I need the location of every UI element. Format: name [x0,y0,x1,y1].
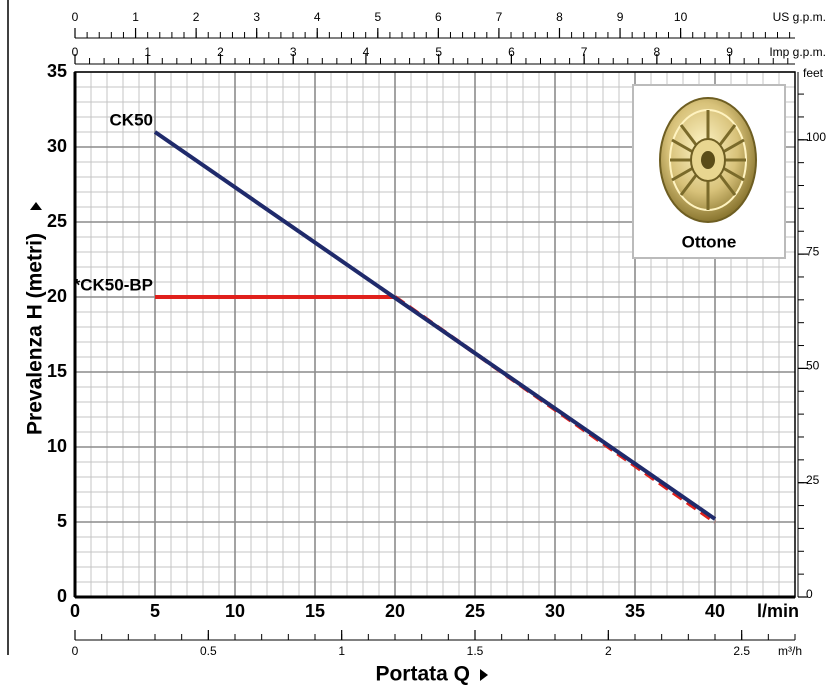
x-tick-label: 35 [625,601,645,621]
secondary-tick-label: 4 [363,45,370,59]
secondary-tick-label: 50 [806,359,820,373]
x-tick-label: 5 [150,601,160,621]
grid [73,71,796,599]
secondary-tick-label: 2.5 [733,644,750,658]
secondary-tick-label: 8 [556,10,563,24]
x-axis-title: Portata Q [375,663,470,686]
x-axis-arrow [480,669,488,681]
y-tick-label: 10 [47,436,67,456]
x-tick-label: 40 [705,601,725,621]
secondary-tick-label: 3 [253,10,260,24]
secondary-tick-label: 3 [290,45,297,59]
inset-label: Ottone [682,232,737,251]
secondary-axis-label: US g.p.m. [773,10,826,24]
secondary-axis-label: m³/h [778,644,802,658]
secondary-tick-label: 4 [314,10,321,24]
secondary-tick-label: 2 [605,644,612,658]
y-axis-arrow [30,202,42,210]
y-tick-label: 5 [57,511,67,531]
x-tick-label: 30 [545,601,565,621]
secondary-tick-label: 9 [726,45,733,59]
secondary-tick-label: 1 [132,10,139,24]
x-tick-label: 25 [465,601,485,621]
y-tick-label: 20 [47,286,67,306]
y-tick-label: 0 [57,586,67,606]
secondary-tick-label: 5 [435,45,442,59]
secondary-tick-label: 6 [508,45,515,59]
inset: Ottone [632,84,786,259]
secondary-tick-label: 0 [72,45,79,59]
secondary-axis-label: Imp g.p.m. [769,45,826,59]
y-tick-label: 25 [47,211,67,231]
secondary-tick-label: 0 [72,644,79,658]
series-line [153,130,717,521]
series-label: *CK50-BP [74,275,153,294]
x-tick-label: 20 [385,601,405,621]
secondary-tick-label: 1 [338,644,345,658]
secondary-axis-label: feet [803,66,824,80]
secondary-tick-label: 7 [496,10,503,24]
secondary-tick-label: 8 [654,45,661,59]
secondary-tick-label: 7 [581,45,588,59]
y-tick-label: 35 [47,61,67,81]
secondary-tick-label: 0 [72,10,79,24]
x-tick-label: 0 [70,601,80,621]
series-label: CK50 [110,110,153,129]
secondary-tick-label: 1 [144,45,151,59]
impeller-image [659,97,757,223]
secondary-tick-label: 75 [806,244,820,258]
secondary-tick-label: 5 [374,10,381,24]
x-tick-label: 15 [305,601,325,621]
secondary-tick-label: 0.5 [200,644,217,658]
secondary-tick-label: 100 [806,130,826,144]
secondary-tick-label: 2 [193,10,200,24]
secondary-tick-label: 9 [617,10,624,24]
x-unit: l/min [757,601,799,621]
y-tick-label: 15 [47,361,67,381]
secondary-tick-label: 1.5 [467,644,484,658]
secondary-tick-label: 10 [674,10,688,24]
secondary-tick-label: 0 [806,587,813,601]
secondary-tick-label: 25 [806,473,820,487]
secondary-tick-label: 6 [435,10,442,24]
y-tick-label: 30 [47,136,67,156]
plot: *CK50-BP CK50 [74,110,717,524]
y-axis-title: Prevalenza H (metri) [24,233,47,435]
x-tick-label: 10 [225,601,245,621]
secondary-tick-label: 2 [217,45,224,59]
